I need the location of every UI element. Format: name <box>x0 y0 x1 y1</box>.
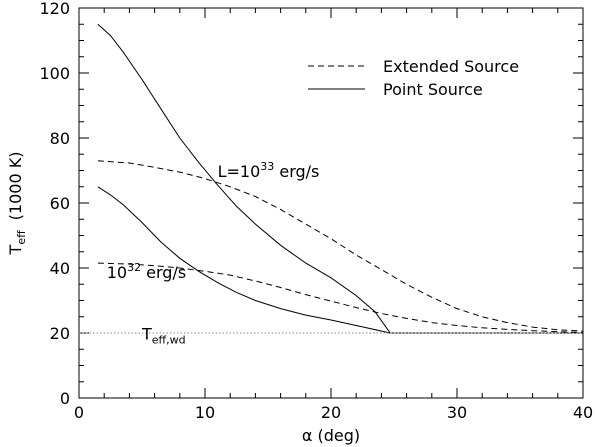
y-tick-label: 40 <box>50 259 70 278</box>
axis-tick-labels: 0 10 20 30 40 0 20 40 60 80 100 120 <box>39 0 593 422</box>
series-line-dashed-2 <box>97 160 584 332</box>
y-axis-label: Teff (1000 K) <box>6 152 28 256</box>
legend: Extended Source Point Source <box>308 57 519 99</box>
annotation-twd: Teff,wd <box>141 325 186 347</box>
series-line-solid-1 <box>97 186 583 334</box>
y-axis-label-units: (1000 K) <box>6 152 25 221</box>
legend-label-point: Point Source <box>383 80 483 99</box>
y-axis-label-sub: eff <box>15 230 28 245</box>
x-axis-label: α (deg) <box>302 426 360 445</box>
y-tick-label: 0 <box>60 389 70 408</box>
x-tick-label: 0 <box>74 403 84 422</box>
x-tick-label: 20 <box>321 403 341 422</box>
annotation-l32: 1032 erg/s <box>107 261 186 282</box>
x-tick-label: 40 <box>573 403 593 422</box>
y-axis-label-main: T <box>6 244 25 255</box>
y-tick-label: 100 <box>39 64 70 83</box>
legend-label-extended: Extended Source <box>383 57 519 76</box>
series-line-dashed-3 <box>97 262 584 333</box>
y-tick-label: 60 <box>50 194 70 213</box>
svg-text:Teff(1000 K): Teff (1000 K) <box>6 152 28 256</box>
annotations: L=1033 erg/s 1032 erg/s Teff,wd <box>107 160 320 347</box>
axis-ticks <box>78 7 584 399</box>
y-tick-label: 120 <box>39 0 70 18</box>
plot-series <box>79 23 584 334</box>
annotation-l33: L=1033 erg/s <box>218 160 320 181</box>
x-tick-label: 10 <box>195 403 215 422</box>
y-tick-label: 80 <box>50 129 70 148</box>
y-tick-label: 20 <box>50 324 70 343</box>
x-tick-label: 30 <box>447 403 467 422</box>
